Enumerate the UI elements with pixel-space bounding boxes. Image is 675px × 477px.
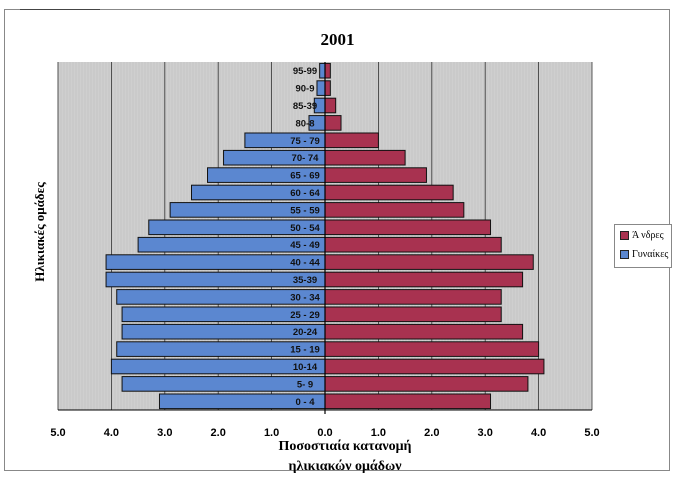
age-group-label: 10-14: [293, 362, 318, 373]
x-tick-label: 3.0: [157, 427, 172, 439]
age-group-label: 0 - 4: [295, 397, 315, 408]
x-axis-label: Ποσοστιαία κατανομή ηλικιακών ομάδων: [220, 437, 470, 477]
bar-women: [319, 62, 326, 79]
bar-men: [324, 219, 492, 236]
age-group-label: 30 - 34: [290, 292, 320, 303]
x-tick-label: 0.0: [317, 427, 332, 439]
bar-men: [324, 254, 534, 270]
legend-swatch-men: [620, 231, 629, 241]
bar-women: [316, 80, 326, 96]
age-group-label: 20-24: [293, 327, 318, 338]
bar-men: [324, 341, 540, 357]
x-tick-label: 4.0: [531, 427, 546, 439]
bar-men: [324, 376, 529, 392]
age-group-label: 15 - 19: [290, 345, 320, 356]
bar-men: [324, 149, 406, 166]
bar-men: [324, 97, 337, 114]
x-tick-label: 5.0: [584, 427, 599, 439]
x-tick-label: 2.0: [211, 427, 226, 439]
age-group-label: 90-9: [295, 84, 314, 95]
age-group-label: 65 - 69: [290, 171, 320, 182]
bar-men: [324, 236, 502, 253]
x-tick-label: 1.0: [371, 427, 386, 439]
age-group-label: 75 - 79: [290, 136, 320, 147]
legend-item-women: Γυναίκες: [620, 249, 668, 260]
age-group-label: 55 - 59: [290, 205, 320, 216]
legend-label-women: Γυναίκες: [632, 249, 669, 260]
x-tick-label: 1.0: [264, 427, 279, 439]
y-axis-label: Ηλικιακές ομάδες: [32, 182, 47, 282]
age-group-label: 45 - 49: [290, 240, 320, 251]
legend: Ά νδρες Γυναίκες: [614, 224, 672, 268]
bar-men: [324, 80, 331, 96]
bar-men: [324, 323, 524, 340]
age-group-label: 85-39: [293, 101, 317, 112]
chart-title: 2001: [320, 30, 355, 49]
bar-men: [324, 358, 545, 375]
top-rule: [20, 9, 100, 10]
age-group-label: 40 - 44: [290, 258, 320, 269]
bar-men: [324, 289, 502, 305]
bar-men: [324, 184, 454, 201]
age-group-label: 95-99: [293, 66, 317, 77]
x-tick-label: 4.0: [104, 427, 119, 439]
bar-men: [324, 132, 379, 149]
bar-men: [324, 271, 524, 288]
age-group-label: 5- 9: [297, 379, 313, 390]
bar-men: [324, 393, 492, 410]
legend-label-men: Ά νδρες: [632, 230, 664, 241]
legend-swatch-women: [620, 250, 629, 260]
legend-item-men: Ά νδρες: [620, 230, 664, 241]
age-group-label: 50 - 54: [290, 223, 320, 234]
x-axis-label-line-1: Ποσοστιαία κατανομή: [278, 439, 412, 454]
age-group-label: 60 - 64: [290, 188, 320, 199]
bar-men: [324, 202, 465, 218]
x-tick-label: 2.0: [424, 427, 439, 439]
age-group-label: 80-8: [295, 118, 314, 129]
bar-women: [121, 376, 326, 392]
bar-men: [324, 167, 427, 183]
x-tick-label: 3.0: [478, 427, 493, 439]
bar-men: [324, 62, 331, 79]
bar-men: [324, 306, 502, 323]
age-group-label: 25 - 29: [290, 310, 320, 321]
x-axis-label-line-2: ηλικιακών ομάδων: [288, 459, 402, 474]
x-tick-label: 5.0: [50, 427, 65, 439]
age-group-label: 35-39: [293, 275, 317, 286]
bar-men: [324, 115, 342, 131]
age-group-label: 70- 74: [292, 153, 320, 164]
